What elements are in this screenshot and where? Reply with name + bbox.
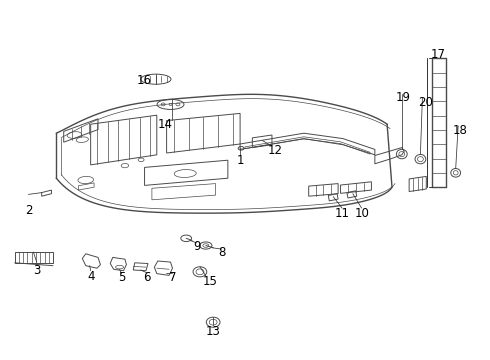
Text: 17: 17 xyxy=(431,48,446,60)
Text: 13: 13 xyxy=(206,325,220,338)
Text: 1: 1 xyxy=(236,154,244,167)
Text: 16: 16 xyxy=(137,75,152,87)
Text: 14: 14 xyxy=(158,118,173,131)
Text: 10: 10 xyxy=(354,207,369,220)
Text: 19: 19 xyxy=(395,91,410,104)
Text: 5: 5 xyxy=(118,271,125,284)
Text: 4: 4 xyxy=(87,270,95,283)
Text: 15: 15 xyxy=(202,275,217,288)
Text: 11: 11 xyxy=(335,207,349,220)
Text: 8: 8 xyxy=(218,246,225,258)
Text: 12: 12 xyxy=(268,144,283,157)
Text: 6: 6 xyxy=(143,271,151,284)
Text: 20: 20 xyxy=(418,96,433,109)
Text: 7: 7 xyxy=(169,271,176,284)
Text: 3: 3 xyxy=(33,264,41,277)
Text: 2: 2 xyxy=(24,204,32,217)
Text: 9: 9 xyxy=(193,240,201,253)
Text: 18: 18 xyxy=(453,124,468,137)
